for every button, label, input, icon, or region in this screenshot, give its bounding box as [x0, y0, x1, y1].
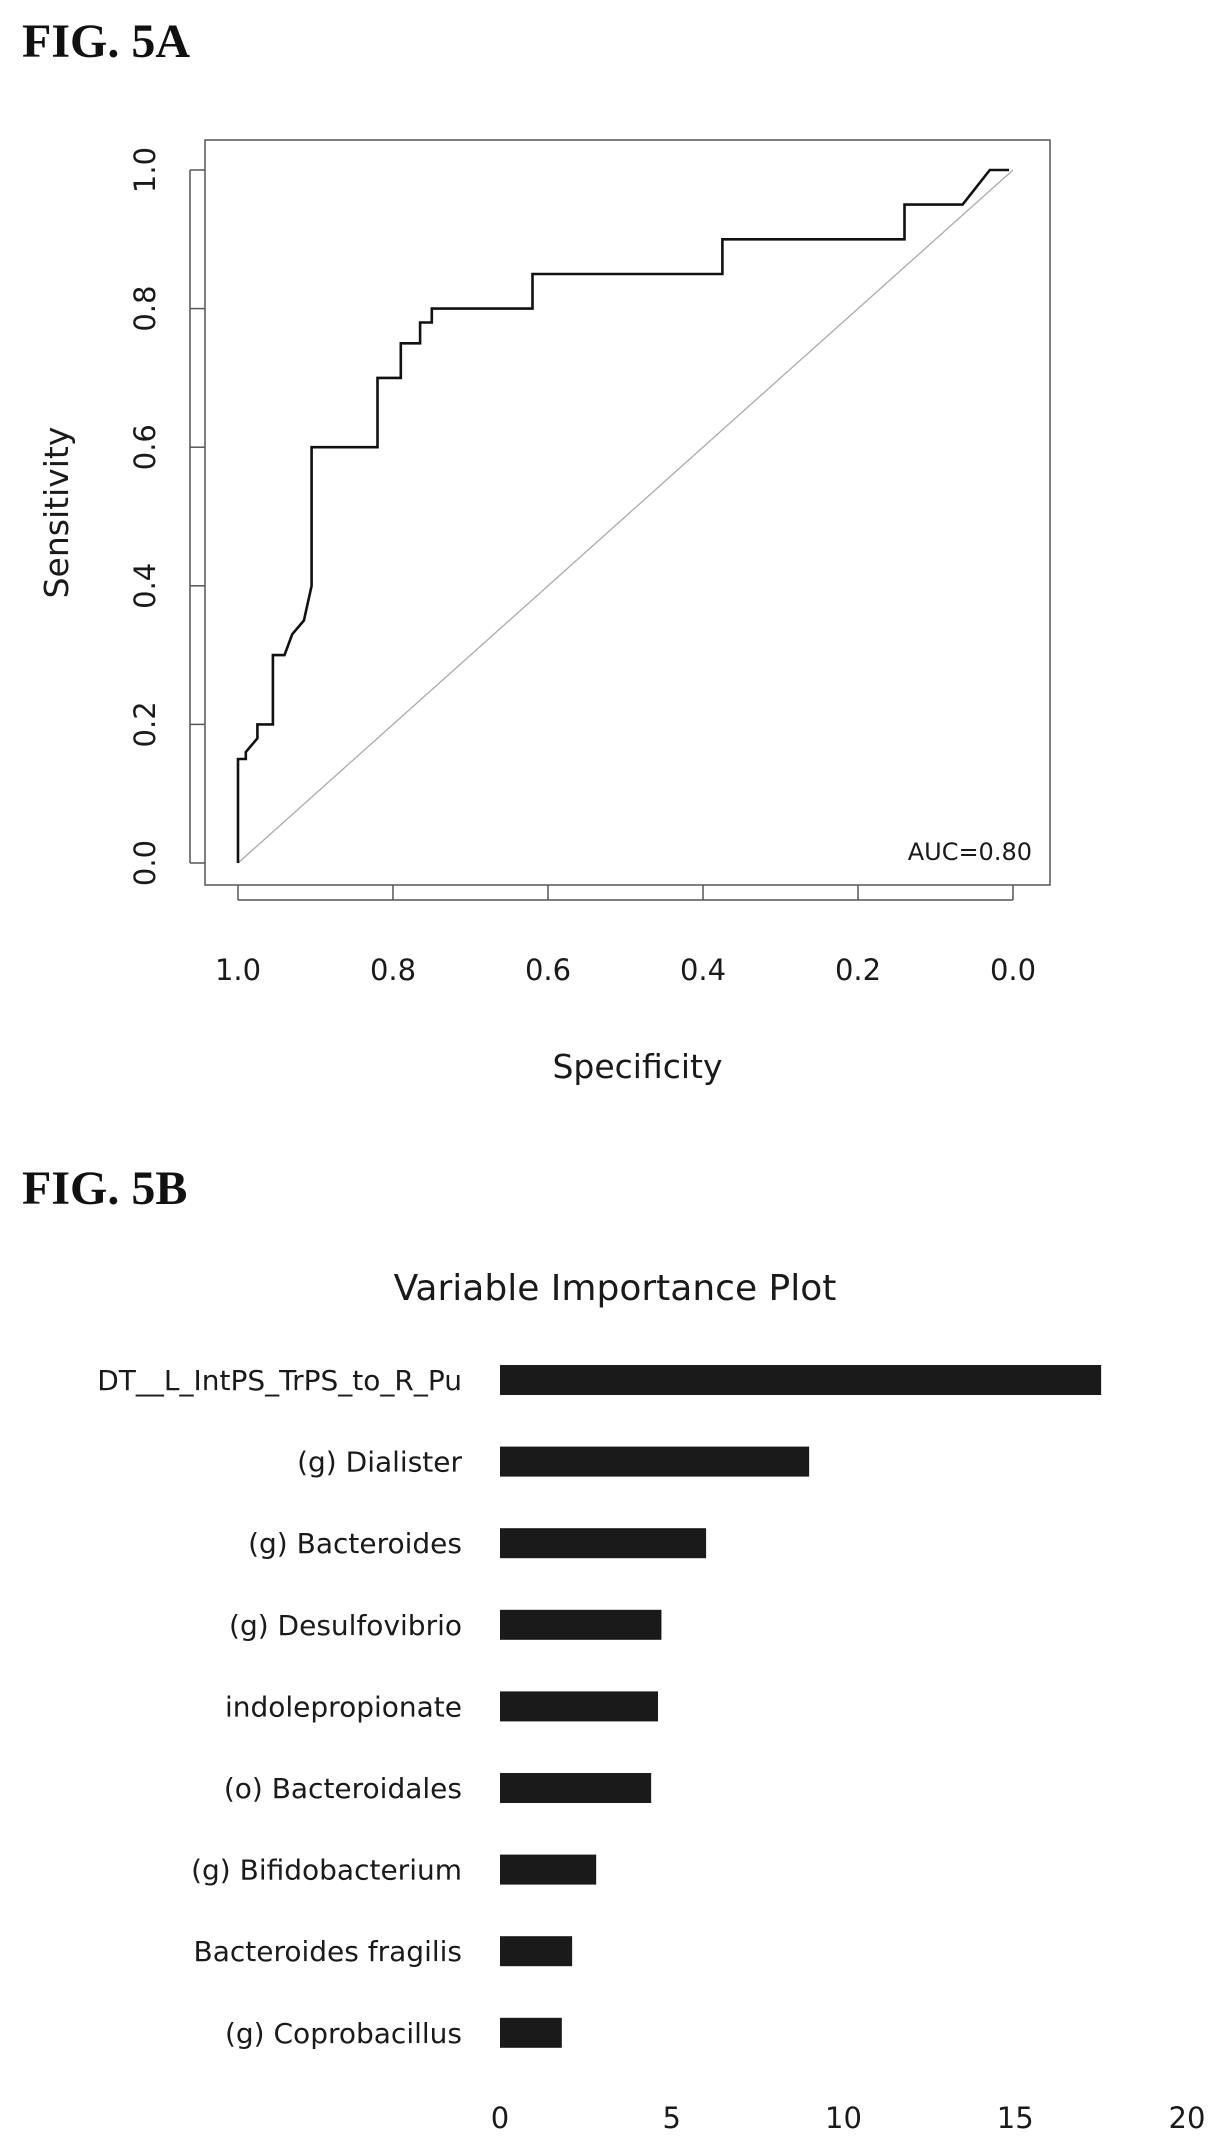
roc-chart: 1.0 0.8 0.6 0.4 0.2 0.0 0.0 0.2 0.4 0.6 0.8 1.0 Spec… [37, 139, 1051, 1086]
vip-bar [500, 1854, 597, 1885]
roc-y-tick-label: 0.8 [128, 286, 162, 332]
roc-x-tick-label: 0.2 [835, 953, 881, 987]
vip-bar [500, 1936, 573, 1967]
roc-x-axis-title: Specificity [552, 1047, 722, 1086]
roc-auc-annotation: AUC=0.80 [908, 838, 1032, 866]
vip-category-label: Bacteroides fragilis [194, 1935, 463, 1968]
roc-reference-diagonal [237, 169, 1014, 864]
vip-x-tick-label: 5 [663, 2101, 681, 2135]
vip-x-tick-label: 0 [491, 2101, 509, 2135]
vip-category-label: (g) Coprobacillus [225, 2017, 462, 2050]
roc-y-tick-label: 0.6 [128, 424, 162, 470]
roc-x-tick-label: 0.8 [370, 953, 416, 987]
vip-category-label: (o) Bacteroidales [224, 1772, 462, 1805]
roc-y-axis: 0.0 0.2 0.4 0.6 0.8 1.0 [128, 147, 205, 886]
vip-category-axis: DT__L_IntPS_TrPS_to_R_Pu (g) Dialister (g)… [97, 1364, 462, 2050]
roc-x-axis: 1.0 0.8 0.6 0.4 0.2 0.0 [215, 885, 1036, 987]
roc-y-tick-label: 1.0 [128, 147, 162, 193]
vip-x-tick-label: 20 [1169, 2101, 1206, 2135]
roc-y-tick-label: 0.0 [128, 840, 162, 886]
vip-bar [500, 1446, 810, 1477]
vip-bar [500, 1365, 1102, 1395]
vip-category-label: (g) Desulfovibrio [229, 1609, 462, 1642]
vip-bar [500, 2017, 562, 2048]
vip-x-axis: 0 5 10 15 20 [491, 2101, 1206, 2135]
vip-x-tick-label: 10 [825, 2101, 862, 2135]
roc-y-axis-title: Sensitivity [37, 427, 76, 599]
vip-bar [500, 1773, 652, 1803]
vip-category-label: indolepropionate [225, 1690, 462, 1723]
vip-category-label: (g) Bacteroides [248, 1527, 462, 1560]
vip-bar [500, 1691, 659, 1722]
vip-category-label: (g) Bifidobacterium [191, 1854, 462, 1887]
roc-x-tick-label: 0.0 [990, 953, 1036, 987]
figure-b-label: FIG. 5B [22, 1162, 188, 1215]
roc-x-tick-label: 0.4 [680, 953, 726, 987]
roc-y-tick-label: 0.4 [128, 563, 162, 609]
vip-category-label: (g) Dialister [297, 1446, 462, 1479]
vip-x-tick-label: 15 [997, 2101, 1034, 2135]
vip-bars [500, 1365, 1102, 2048]
vip-title: Variable Importance Plot [394, 1268, 837, 1309]
vip-bar [500, 1528, 707, 1559]
roc-x-tick-label: 1.0 [215, 953, 261, 987]
vip-category-label: DT__L_IntPS_TrPS_to_R_Pu [97, 1364, 462, 1397]
roc-y-tick-label: 0.2 [128, 701, 162, 747]
roc-x-tick-label: 0.6 [525, 953, 571, 987]
roc-curve-line [236, 168, 1010, 863]
vip-bar [500, 1609, 662, 1640]
figure-a-label: FIG. 5A [22, 15, 190, 68]
roc-plot-frame [204, 139, 1051, 886]
